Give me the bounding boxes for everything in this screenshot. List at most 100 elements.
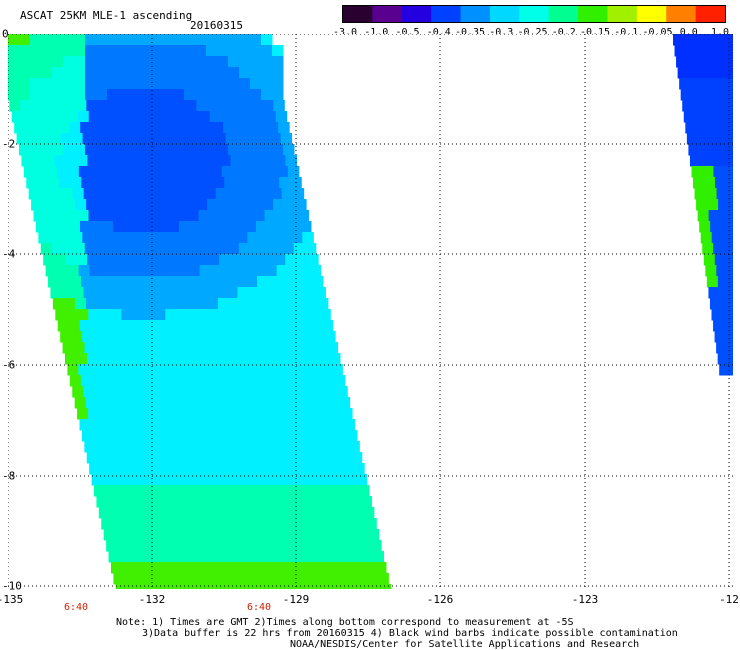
- wind-swath-cell: [162, 397, 175, 409]
- wind-swath-cell: [237, 386, 249, 398]
- wind-swath-cell: [87, 155, 99, 167]
- wind-swath-cell: [278, 573, 290, 585]
- wind-swath-cell: [259, 386, 271, 398]
- wind-swath-cell: [173, 298, 186, 310]
- wind-swath-cell: [160, 188, 173, 200]
- wind-swath-cell: [113, 122, 125, 134]
- wind-swath-cell: [122, 166, 135, 178]
- wind-swath-cell: [180, 529, 193, 541]
- wind-swath-cell: [72, 386, 84, 398]
- wind-swath-cell: [305, 496, 317, 508]
- wind-swath-cell: [226, 188, 239, 200]
- wind-swath-cell: [142, 254, 154, 266]
- wind-swath-cell: [315, 540, 327, 552]
- wind-swath-cell: [170, 331, 182, 343]
- wind-swath-cell: [684, 34, 696, 46]
- wind-swath-cell: [176, 210, 189, 222]
- wind-swath-cell: [257, 430, 270, 442]
- wind-swath-cell: [45, 265, 58, 277]
- wind-swath-cell: [129, 45, 141, 57]
- wind-swath-cell: [8, 45, 20, 57]
- wind-swath-cell: [141, 353, 154, 365]
- wind-swath-cell: [228, 45, 240, 57]
- wind-swath-cell: [267, 573, 279, 585]
- wind-swath-cell: [701, 78, 713, 90]
- wind-swath-cell: [377, 573, 389, 585]
- color-scale-label: -1.0: [364, 27, 389, 38]
- wind-swath-cell: [286, 408, 298, 420]
- wind-swath-cell: [88, 210, 101, 222]
- wind-swath-cell: [705, 188, 718, 200]
- wind-swath-cell: [257, 529, 270, 541]
- wind-swath-cell: [274, 254, 286, 266]
- wind-swath-cell: [64, 199, 76, 211]
- wind-swath-cell: [150, 540, 162, 552]
- wind-swath-cell: [41, 56, 53, 68]
- wind-swath-cell: [61, 287, 73, 299]
- wind-swath-cell: [149, 287, 161, 299]
- wind-swath-cell: [271, 540, 283, 552]
- wind-swath-cell: [119, 452, 132, 464]
- wind-swath-cell: [183, 243, 196, 255]
- wind-swath-cell: [726, 177, 733, 189]
- wind-swath-cell: [724, 166, 733, 178]
- wind-swath-cell: [721, 144, 733, 156]
- wind-swath-cell: [155, 463, 167, 475]
- wind-swath-cell: [246, 276, 258, 288]
- wind-swath-cell: [184, 67, 196, 79]
- wind-swath-cell: [333, 573, 345, 585]
- color-scale-label: -0.25: [517, 27, 548, 38]
- wind-swath-cell: [206, 78, 218, 90]
- wind-swath-cell: [283, 397, 296, 409]
- wind-swath-cell: [235, 430, 248, 442]
- wind-swath-cell: [206, 34, 218, 46]
- wind-swath-cell: [337, 441, 349, 453]
- wind-swath-cell: [66, 309, 78, 321]
- wind-swath-cell: [118, 89, 130, 101]
- wind-swath-cell: [195, 67, 207, 79]
- wind-swath-cell: [85, 144, 97, 156]
- wind-swath-cell: [264, 408, 276, 420]
- wind-swath-cell: [144, 265, 157, 277]
- wind-swath-cell: [320, 364, 332, 376]
- wind-swath-cell: [183, 342, 196, 354]
- wind-swath-cell: [85, 298, 98, 310]
- wind-swath-cell: [263, 507, 276, 519]
- wind-swath-cell: [204, 386, 216, 398]
- wind-swath-cell: [54, 155, 66, 167]
- wind-swath-cell: [210, 364, 222, 376]
- wind-swath-cell: [92, 177, 104, 189]
- wind-swath-cell: [222, 320, 235, 332]
- wind-swath-cell: [185, 353, 198, 365]
- wind-swath-cell: [168, 122, 180, 134]
- wind-swath-cell: [86, 100, 98, 112]
- wind-swath-cell: [694, 188, 707, 200]
- wind-swath-cell: [727, 188, 733, 200]
- wind-swath-cell: [722, 309, 733, 321]
- wind-swath-cell: [362, 507, 375, 519]
- wind-swath-cell: [359, 540, 371, 552]
- wind-swath-cell: [301, 529, 314, 541]
- wind-swath-cell: [118, 34, 130, 46]
- wind-swath-cell: [276, 364, 288, 376]
- wind-swath-cell: [305, 397, 318, 409]
- wind-swath-cell: [141, 452, 154, 464]
- wind-swath-cell: [207, 452, 220, 464]
- wind-swath-cell: [306, 353, 319, 365]
- wind-swath-cell: [328, 353, 341, 365]
- wind-swath-cell: [260, 540, 272, 552]
- wind-swath-cell: [123, 221, 136, 233]
- wind-swath-cell: [368, 584, 381, 589]
- wind-swath-cell: [702, 89, 715, 101]
- wind-swath-cell: [99, 111, 112, 123]
- wind-swath-cell: [152, 551, 165, 563]
- wind-swath-cell: [42, 199, 54, 211]
- wind-swath-cell: [199, 265, 212, 277]
- wind-swath-cell: [199, 463, 211, 475]
- wind-swath-cell: [292, 485, 304, 497]
- wind-swath-cell: [149, 188, 162, 200]
- wind-swath-cell: [158, 529, 171, 541]
- wind-swath-cell: [63, 144, 75, 156]
- note-line-3: NOAA/NESDIS/Center for Satellite Applica…: [290, 639, 640, 650]
- wind-swath-cell: [85, 56, 97, 68]
